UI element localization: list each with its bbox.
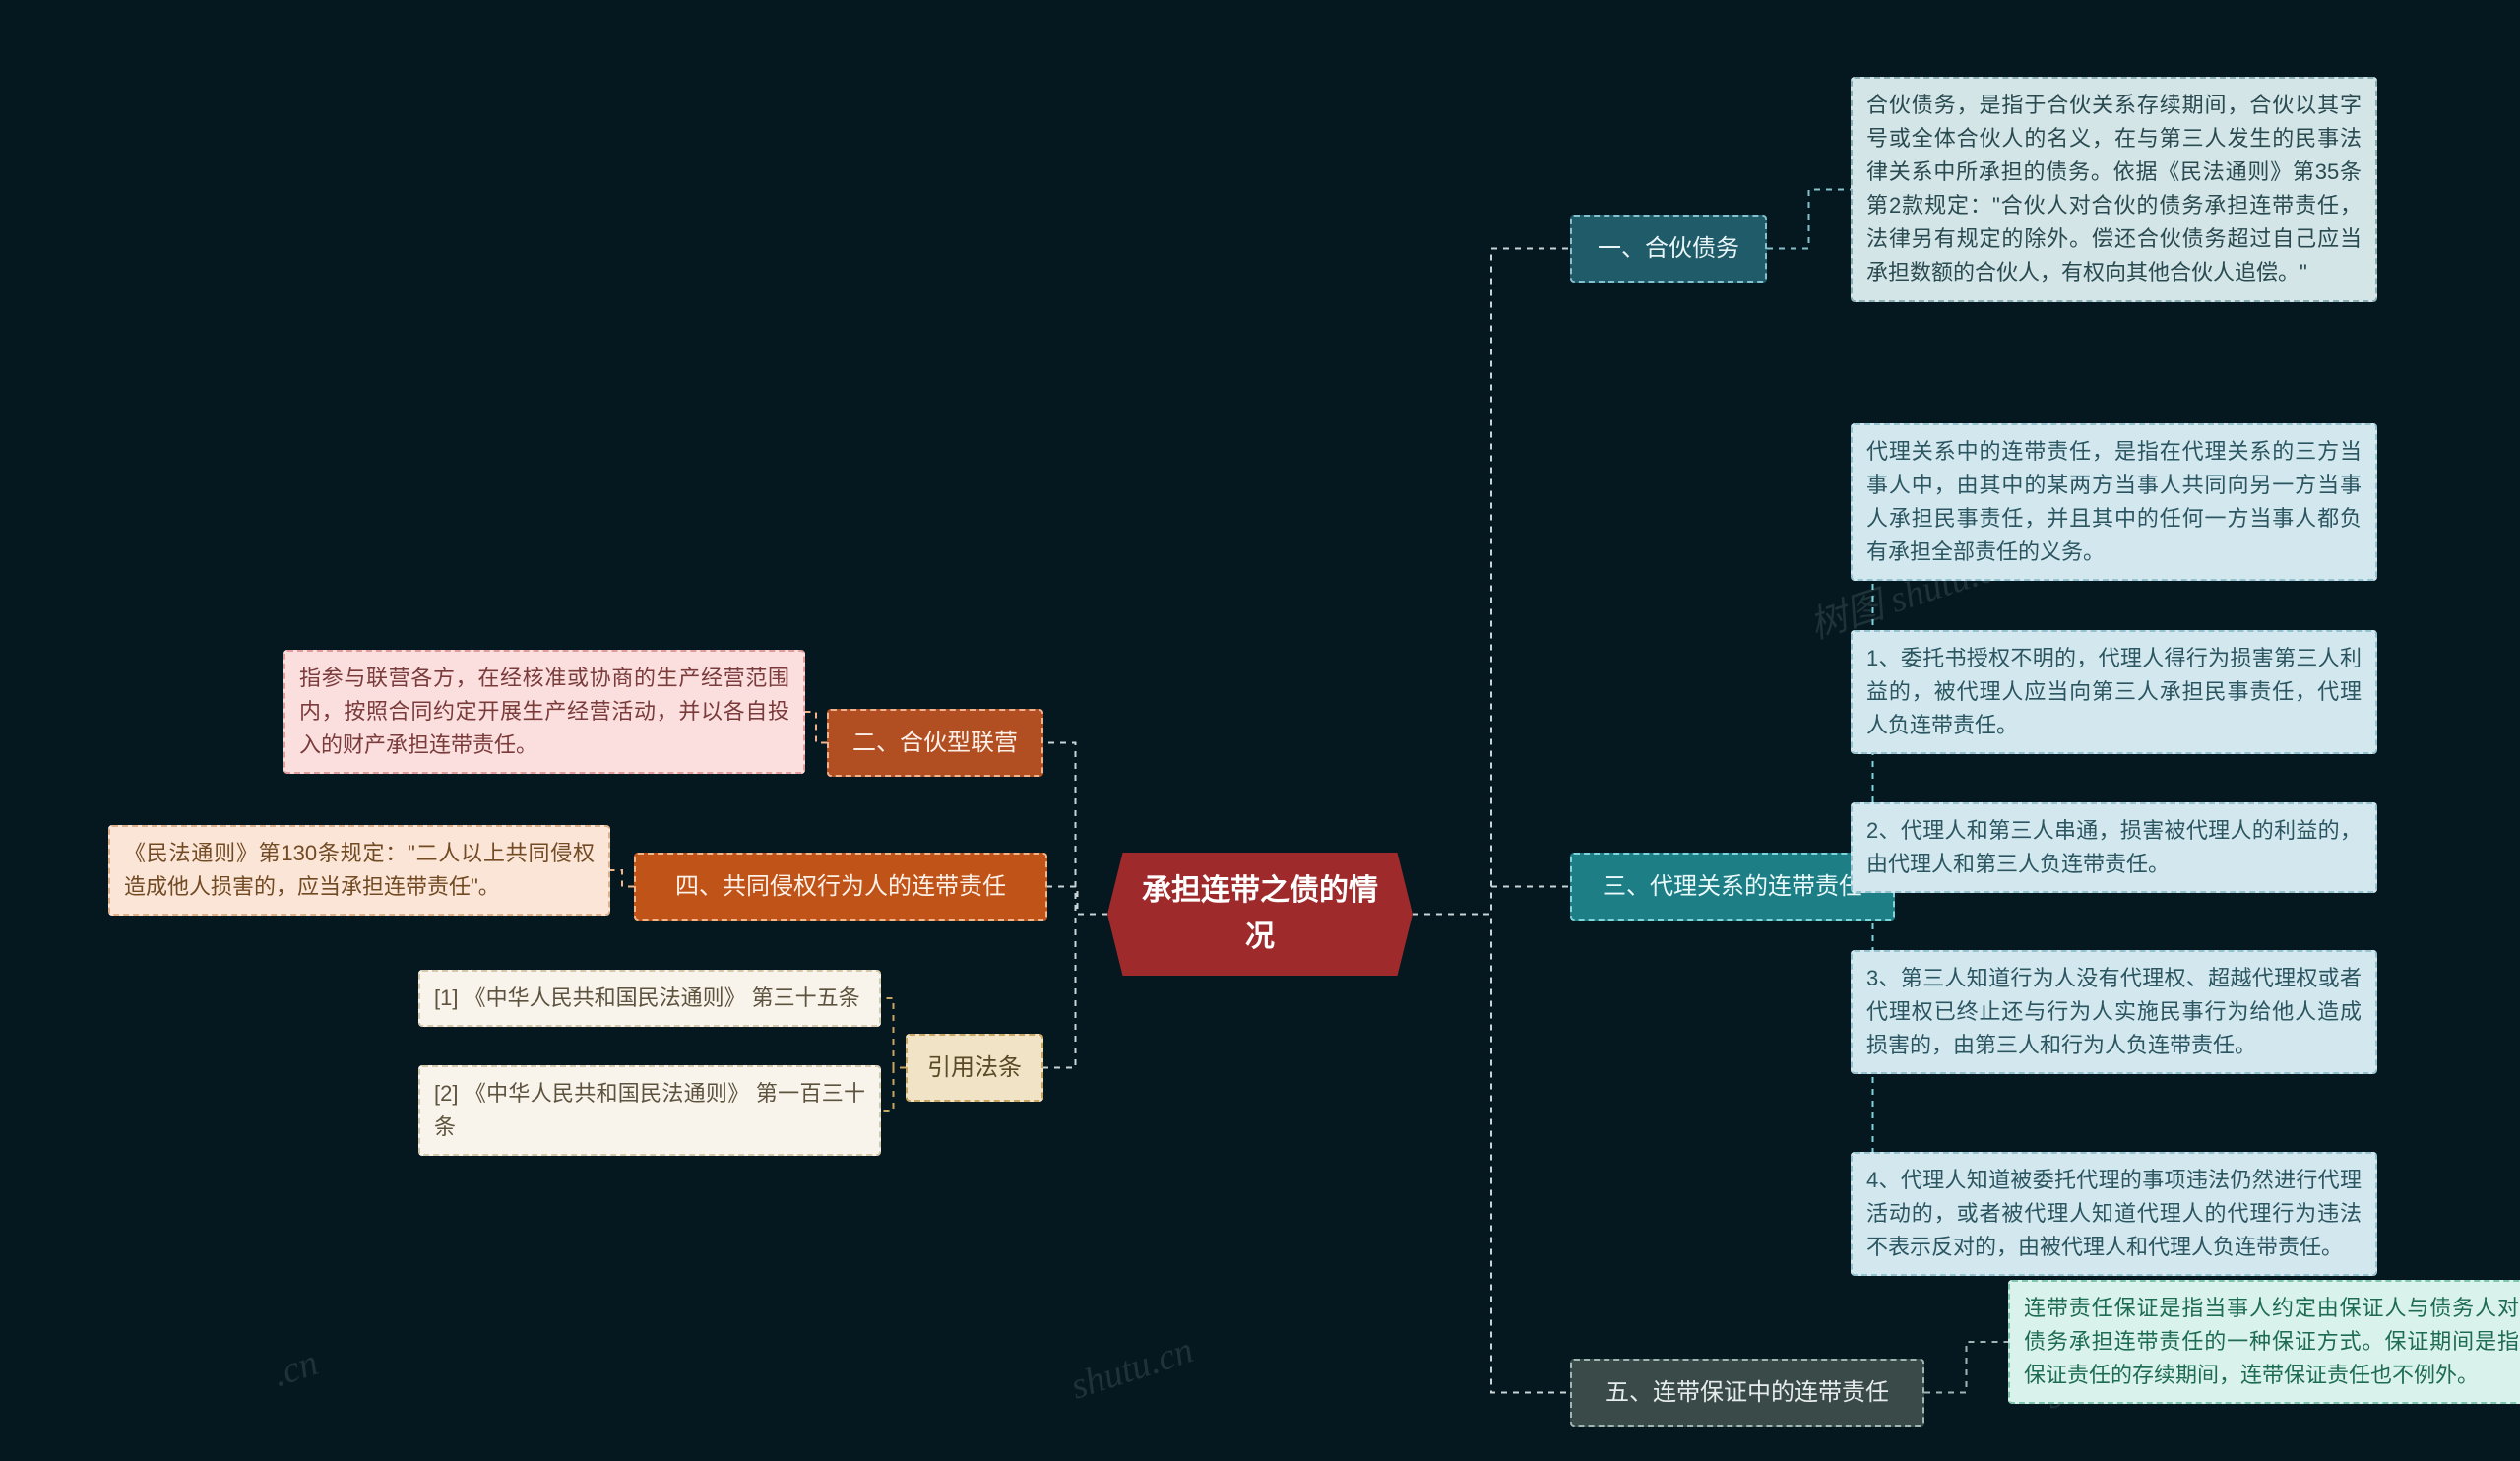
leaf-joint-tort-desc: 《民法通则》第130条规定："二人以上共同侵权造成他人损害的，应当承担连带责任"… [108,825,610,916]
watermark: .cn [268,1341,324,1396]
leaf-agency-3: 3、第三人知道行为人没有代理权、超越代理权或者代理权已终止还与行为人实施民事行为… [1851,950,2377,1074]
branch-references: 引用法条 [906,1034,1043,1102]
branch-1-partnership-debts: 一、合伙债务 [1570,215,1767,283]
leaf-joint-operation-desc: 指参与联营各方，在经核准或协商的生产经营范围内，按照合同约定开展生产经营活动，并… [284,650,805,774]
branch-4-joint-tort: 四、共同侵权行为人的连带责任 [634,853,1047,921]
leaf-agency-desc: 代理关系中的连带责任，是指在代理关系的三方当事人中，由其中的某两方当事人共同向另… [1851,423,2377,581]
leaf-reference-1: [1] 《中华人民共和国民法通则》 第三十五条 [418,970,881,1027]
leaf-joint-guarantee-desc: 连带责任保证是指当事人约定由保证人与债务人对债务承担连带责任的一种保证方式。保证… [2008,1280,2520,1404]
watermark: shutu.cn [1065,1328,1198,1408]
leaf-agency-4: 4、代理人知道被委托代理的事项违法仍然进行代理活动的，或者被代理人知道代理人的代… [1851,1152,2377,1276]
leaf-reference-2: [2] 《中华人民共和国民法通则》 第一百三十条 [418,1065,881,1156]
branch-3-agency-liability: 三、代理关系的连带责任 [1570,853,1895,921]
branch-5-joint-guarantee: 五、连带保证中的连带责任 [1570,1359,1924,1427]
leaf-agency-2: 2、代理人和第三人串通，损害被代理人的利益的，由代理人和第三人负连带责任。 [1851,802,2377,893]
leaf-partnership-debts-desc: 合伙债务，是指于合伙关系存续期间，合伙以其字号或全体合伙人的名义，在与第三人发生… [1851,77,2377,302]
root-node: 承担连带之债的情况 [1107,853,1413,976]
branch-2-partnership-joint-operation: 二、合伙型联营 [827,709,1043,777]
leaf-agency-1: 1、委托书授权不明的，代理人得行为损害第三人利益的，被代理人应当向第三人承担民事… [1851,630,2377,754]
